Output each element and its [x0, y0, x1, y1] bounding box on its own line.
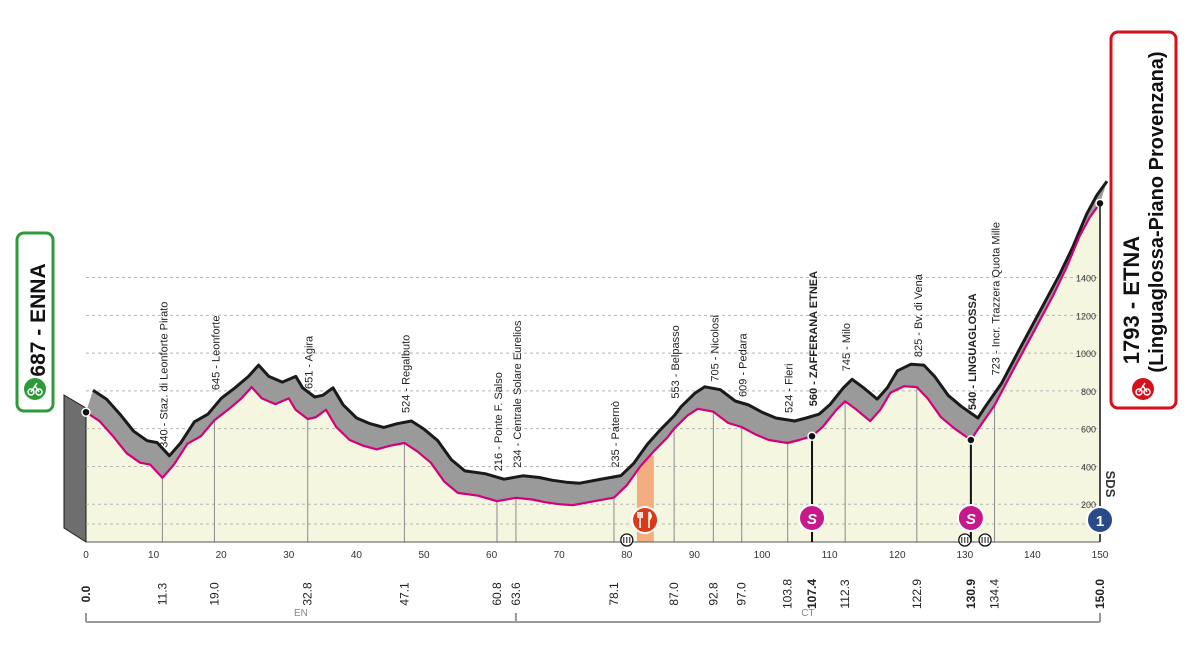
waypoint-km-label: 63.6 — [509, 582, 523, 606]
cyclist-icon — [1132, 378, 1154, 400]
region-label: EN — [294, 608, 308, 619]
waypoint-km-label: 103.8 — [781, 579, 795, 609]
distance-tick-label: 90 — [689, 550, 701, 561]
waypoint-km-label: 78.1 — [607, 582, 621, 606]
waypoint-labels: 340 - Staz. di Leonforte Pirato 645 - Leo… — [158, 222, 1002, 471]
waypoint-km-label: 32.8 — [301, 582, 315, 606]
altitude-tick-label: 200 — [1081, 500, 1096, 510]
waypoint-km-label: 130.9 — [964, 579, 978, 609]
waypoint-label: 524 - Regalbuto — [400, 335, 412, 413]
profile-start-wall — [63, 394, 87, 543]
altitude-tick-label: 400 — [1081, 462, 1096, 472]
distance-tick-label: 140 — [1024, 550, 1041, 561]
cutlery-icon — [637, 511, 652, 528]
start-label: 687 - ENNA — [27, 263, 50, 376]
cyclist-icon — [24, 378, 46, 400]
sponsor-logo: SDS — [1103, 471, 1118, 498]
terrain-layer — [63, 203, 1100, 543]
distance-tick-label: 0 — [83, 550, 89, 561]
waypoint-km-label: 107.4 — [805, 579, 819, 609]
waypoint-label: 705 - Nicolosi — [709, 315, 721, 382]
waypoint-label: 216 - Ponte F. Salso — [493, 372, 505, 471]
finish-label-line1: 1793 - ETNA — [1119, 236, 1144, 364]
distance-tick-label: 60 — [486, 550, 498, 561]
waypoint-label: 645 - Leonforte — [210, 316, 222, 391]
waypoint-km-label: 11.3 — [155, 582, 169, 605]
waypoint-km-label: 112.3 — [838, 579, 852, 608]
altitude-tick-label: 800 — [1081, 387, 1096, 397]
profile-ribbon — [86, 181, 1107, 506]
waypoint-km-label: 122.9 — [910, 579, 924, 609]
waypoint-label: 234 - Centrale Solare Eurelios — [512, 320, 524, 468]
sprint-badge-label: S — [807, 511, 817, 528]
feed-zone-icon — [631, 506, 660, 534]
distance-tick-label: 30 — [283, 550, 295, 561]
distance-tick-labels: 0 10 20 30 40 50 60 70 80 90 100 110 120 130 140 150 — [83, 541, 1109, 561]
waypoint-label: 235 - Paternò — [610, 401, 622, 468]
waypoint-label: 540 - LINGUAGLOSSA — [967, 293, 979, 410]
waypoint-label: 560 - ZAFFERANA ETNEA — [808, 271, 820, 406]
waypoint-km-label: 92.8 — [706, 582, 720, 606]
waypoint-label: 723 - Incr. Trazzera Quota Mille — [991, 222, 1003, 375]
sprint-point — [807, 431, 817, 441]
altitude-tick-label: 1400 — [1076, 274, 1096, 284]
level-crossing-bars — [623, 537, 631, 543]
level-crossing-bars — [961, 537, 969, 543]
distance-tick-label: 40 — [351, 550, 363, 561]
sprint-point — [966, 435, 976, 445]
distance-tick-label: 70 — [554, 550, 566, 561]
finish-label-line2: (Linguaglossa-Piano Provenzana) — [1146, 51, 1168, 372]
altitude-tick-label: 600 — [1081, 425, 1096, 435]
altitude-tick-label: 1000 — [1076, 349, 1096, 359]
sprint-icon — [798, 504, 827, 532]
start-label-box: 687 - ENNA — [15, 231, 55, 413]
sprint-icon — [956, 504, 985, 532]
waypoint-label: 553 - Belpasso — [670, 325, 682, 398]
altitude-tick-labels: 200 400 600 800 1000 1200 1400 — [1076, 274, 1096, 511]
waypoint-km-label: 47.1 — [397, 582, 411, 606]
sprint-badge-label: S — [966, 511, 976, 528]
waypoint-label: 524 - Fleri — [784, 363, 796, 413]
distance-tick-label: 50 — [418, 550, 430, 561]
altitude-line — [85, 202, 1101, 507]
distance-tick-label: 100 — [754, 550, 771, 561]
waypoint-label: 651 - Agira — [304, 335, 316, 389]
distance-tick-label: 10 — [148, 550, 160, 561]
waypoint-km-labels: 0.0 150.0 11.3 19.0 32.8 47.1 60.8 63.6 78.1 87.0… — [79, 579, 1107, 609]
waypoint-label: 825 - Bv. di Vena — [913, 273, 925, 357]
profile-ridge-line — [92, 180, 1109, 485]
altitude-tick-label: 1200 — [1076, 311, 1096, 321]
distance-tick-label: 120 — [889, 550, 906, 561]
distance-tick-label: 20 — [216, 550, 228, 561]
waypoint-km-label: 60.8 — [490, 582, 504, 606]
waypoint-km-label: 19.0 — [207, 582, 221, 606]
waypoint-km-label: 87.0 — [667, 582, 681, 606]
finish-icon — [1086, 506, 1114, 534]
waypoint-km-label: 97.0 — [735, 582, 749, 606]
waypoint-km-label: 0.0 — [79, 585, 93, 602]
waypoint-km-label: 134.4 — [988, 579, 1002, 609]
waypoint-label: 609 - Pedara — [738, 332, 750, 396]
distance-tick-label: 110 — [822, 550, 838, 561]
waypoint-km-label: 150.0 — [1093, 579, 1107, 609]
level-crossing-bars — [981, 537, 989, 543]
course-markers: S S 1 SDS — [620, 431, 1118, 547]
waypoint-label: 745 - Milo — [841, 323, 853, 371]
finish-label-box: 1793 - ETNA (Linguaglossa-Piano Provenza… — [1109, 30, 1178, 410]
terrain-fill — [86, 203, 1100, 543]
start-point — [81, 407, 91, 417]
distance-tick-label: 150 — [1092, 550, 1109, 561]
province-bracket: EN CT — [85, 608, 1101, 623]
finish-badge-label: 1 — [1096, 513, 1104, 530]
region-label: CT — [801, 608, 814, 619]
distance-tick-label: 80 — [621, 550, 633, 561]
distance-tick-label: 130 — [956, 550, 973, 561]
waypoint-label: 340 - Staz. di Leonforte Pirato — [158, 302, 170, 448]
profile-layer — [81, 180, 1109, 542]
